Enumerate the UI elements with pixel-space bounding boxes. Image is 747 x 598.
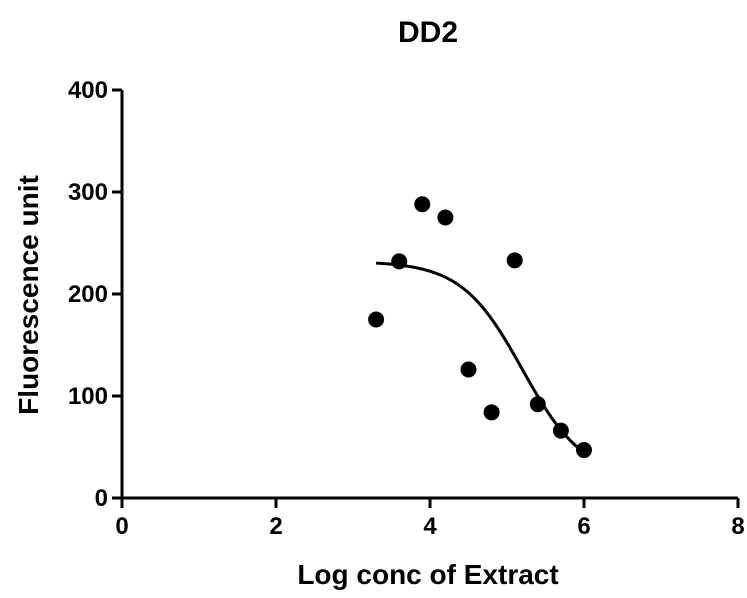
- data-point: [576, 442, 592, 459]
- data-point: [460, 361, 477, 378]
- axes: [120, 90, 738, 500]
- data-point: [391, 253, 408, 270]
- data-point: [552, 422, 569, 439]
- x-tick-label: 4: [423, 513, 437, 540]
- data-point: [483, 404, 500, 421]
- x-ticks: 0 2 4 6 8: [115, 498, 745, 540]
- chart-title: DD2: [398, 16, 458, 49]
- y-tick-label: 400: [68, 77, 108, 104]
- y-tick-label: 0: [95, 485, 108, 512]
- data-point: [437, 209, 454, 226]
- y-ticks: 0 100 200 300 400: [68, 77, 122, 512]
- x-axis-label: Log conc of Extract: [297, 559, 558, 590]
- data-point: [529, 396, 546, 413]
- x-tick-label: 6: [577, 513, 590, 540]
- fit-curve-group: [376, 261, 585, 454]
- data-points: [368, 196, 592, 459]
- x-tick-label: 8: [731, 513, 744, 540]
- y-tick-label: 300: [68, 179, 108, 206]
- data-point: [506, 252, 523, 269]
- x-tick-label: 0: [115, 513, 128, 540]
- data-point: [414, 196, 431, 213]
- data-point: [368, 311, 385, 328]
- y-axis-label: Fluorescence unit: [13, 175, 44, 415]
- y-tick-label: 100: [68, 383, 108, 410]
- fit-curve: [376, 261, 585, 454]
- y-tick-label: 200: [68, 281, 108, 308]
- x-tick-label: 2: [269, 513, 282, 540]
